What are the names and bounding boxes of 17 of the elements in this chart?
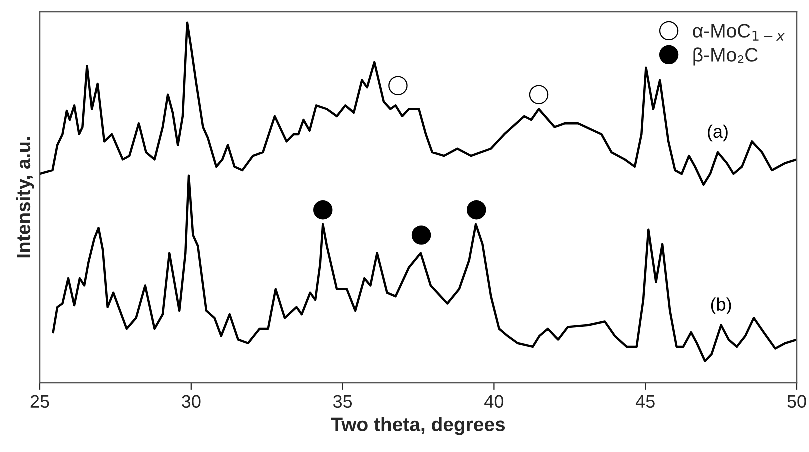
x-tick-label: 30 [182, 395, 201, 408]
x-tick-label: 45 [636, 395, 655, 408]
point [388, 76, 408, 96]
x-tick-label: 35 [333, 395, 352, 408]
series-label: (a) [708, 124, 728, 142]
legend-label: β-Mo₂C [694, 48, 758, 66]
series-label: (b) [711, 298, 732, 315]
y-axis-title: Intensity, a.u. [16, 137, 34, 258]
x-tick-label: 25 [30, 395, 50, 408]
x-tick-label: 50 [788, 395, 806, 408]
point [467, 200, 486, 220]
legend-label: α-MoC$_{1−x}$ [693, 24, 785, 41]
x-tick-label: 40 [484, 395, 504, 408]
point [529, 85, 549, 104]
x-axis-title: Two theta, degrees [331, 417, 506, 436]
point [412, 226, 432, 245]
point [314, 200, 333, 220]
